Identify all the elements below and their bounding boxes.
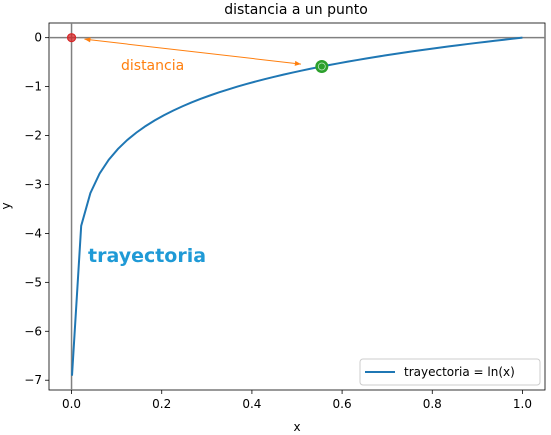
x-tick-label: 1.0 [513, 397, 532, 411]
x-tick-label: 0.0 [62, 397, 81, 411]
y-tick-label: −6 [24, 324, 42, 338]
series-line-trayectoria [71, 36, 523, 376]
annotation-trayectoria: trayectoria [88, 245, 206, 267]
x-tick-label: 0.2 [152, 397, 171, 411]
legend: trayectoria = ln(x) [359, 358, 541, 386]
y-tick-label: −3 [24, 177, 42, 191]
x-tick-label: 0.6 [333, 397, 352, 411]
y-tick-label: −4 [24, 226, 42, 240]
chart-title: distancia a un punto [224, 2, 368, 18]
y-tick-label: −2 [24, 129, 42, 143]
curve-point-ring [317, 62, 326, 71]
x-tick-label: 0.8 [423, 397, 442, 411]
y-tick-label: 0 [34, 31, 42, 45]
legend-box [359, 358, 541, 386]
y-tick-label: −1 [24, 80, 42, 94]
y-tick-label: −7 [24, 373, 42, 387]
distance-arrow-line [84, 38, 301, 65]
distance-arrowhead-origin [84, 37, 91, 43]
y-tick-label: −5 [24, 275, 42, 289]
x-tick-label: 0.4 [242, 397, 261, 411]
x-axis-label: x [293, 420, 300, 434]
annotation-distancia: distancia [121, 58, 184, 74]
origin-point [66, 33, 77, 43]
legend-label: trayectoria = ln(x) [404, 365, 515, 379]
plot-frame [48, 22, 546, 391]
y-axis-label: y [0, 202, 13, 209]
curve-point [315, 60, 329, 74]
plot-area [48, 22, 546, 391]
distance-arrowhead-curve [294, 60, 301, 66]
